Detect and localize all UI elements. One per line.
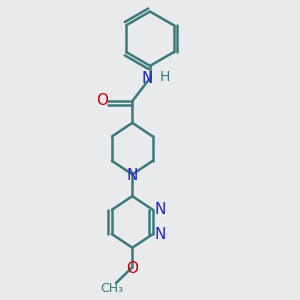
Text: O: O [96,93,108,108]
Text: N: N [154,202,166,217]
Text: N: N [127,168,138,183]
Text: N: N [142,70,153,86]
Text: N: N [154,227,166,242]
Text: CH₃: CH₃ [100,282,124,295]
Text: H: H [160,70,170,84]
Text: O: O [126,261,138,276]
